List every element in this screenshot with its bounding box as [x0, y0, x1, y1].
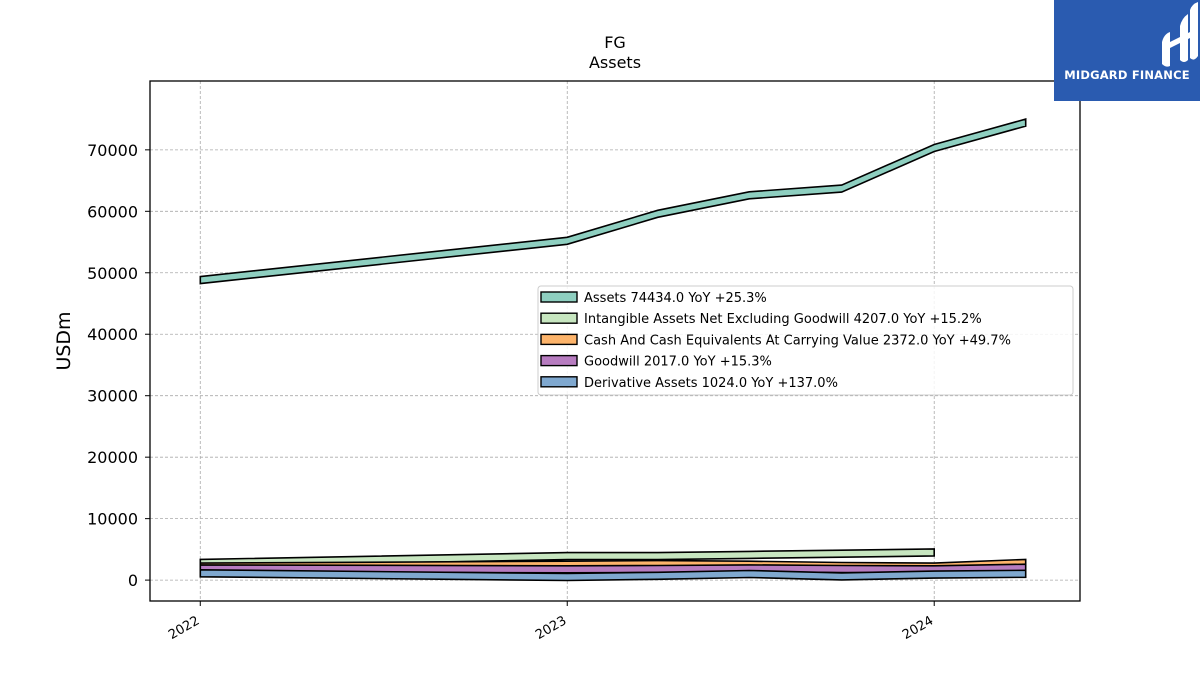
legend-label: Assets 74434.0 YoY +25.3%	[584, 291, 767, 306]
legend-swatch	[540, 354, 578, 367]
y-tick-label: 40000	[87, 325, 138, 344]
series-band-4	[199, 568, 1027, 582]
x-tick-label: 2022	[166, 613, 202, 643]
y-tick-label: 10000	[87, 510, 138, 529]
chart-title: FG	[604, 33, 626, 52]
x-tick-label: 2023	[533, 613, 569, 643]
y-tick-label: 20000	[87, 448, 138, 467]
legend-swatch	[540, 333, 578, 346]
midgard-finance-logo: MIDGARD FINANCE	[1054, 0, 1200, 101]
series-band-0	[199, 118, 1027, 285]
legend-label: Derivative Assets 1024.0 YoY +137.0%	[584, 376, 838, 391]
y-tick-label: 60000	[87, 202, 138, 221]
legend-box	[537, 285, 1074, 396]
legend-label: Intangible Assets Net Excluding Goodwill…	[584, 312, 982, 327]
y-axis-label: USDm	[53, 311, 75, 370]
logo-mark-icon	[1162, 2, 1198, 67]
series-group	[199, 118, 1027, 582]
plot-frame	[149, 80, 1081, 602]
y-tick-label: 30000	[87, 387, 138, 406]
legend-swatch	[540, 376, 578, 388]
x-tick-label: 2024	[900, 613, 936, 643]
logo-text: MIDGARD FINANCE	[1064, 68, 1190, 82]
y-tick-label: 70000	[87, 141, 138, 160]
legend-swatch	[540, 291, 578, 303]
legend: Assets 74434.0 YoY +25.3% Intangible Asse…	[537, 285, 1074, 396]
y-tick-label: 0	[128, 571, 138, 590]
y-axis-ticks: 0 10000 20000 30000 40000 50000 60000 70000	[87, 141, 150, 590]
chart-subtitle: Assets	[589, 53, 641, 72]
legend-label: Cash And Cash Equivalents At Carrying Va…	[584, 333, 1011, 348]
y-tick-label: 50000	[87, 264, 138, 283]
x-axis-ticks: 2022 2023 2024	[166, 601, 936, 643]
legend-swatch	[540, 312, 578, 324]
legend-label: Goodwill 2017.0 YoY +15.3%	[584, 355, 772, 370]
